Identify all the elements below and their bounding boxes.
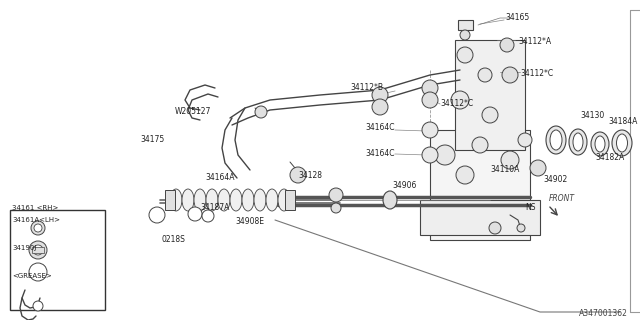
Circle shape <box>29 263 47 281</box>
Circle shape <box>31 221 45 235</box>
Text: 34902: 34902 <box>543 175 567 185</box>
Circle shape <box>149 207 165 223</box>
Text: 34130: 34130 <box>580 110 604 119</box>
Circle shape <box>372 87 388 103</box>
Circle shape <box>329 188 343 202</box>
Text: 34906: 34906 <box>392 180 417 189</box>
Text: 34175: 34175 <box>140 135 164 145</box>
Text: 34112*A: 34112*A <box>518 37 551 46</box>
Ellipse shape <box>591 132 609 156</box>
Bar <box>285 190 295 210</box>
Ellipse shape <box>266 189 278 211</box>
Circle shape <box>422 80 438 96</box>
Bar <box>455 40 525 150</box>
Text: A347001362: A347001362 <box>579 309 628 318</box>
Circle shape <box>29 241 47 259</box>
Circle shape <box>517 224 525 232</box>
Text: 34110A: 34110A <box>490 165 520 174</box>
Text: W205127: W205127 <box>175 108 211 116</box>
Bar <box>165 190 175 210</box>
Circle shape <box>188 207 202 221</box>
Circle shape <box>456 166 474 184</box>
Text: 34190J: 34190J <box>12 245 36 251</box>
Circle shape <box>501 151 519 169</box>
Ellipse shape <box>550 130 562 150</box>
Bar <box>10 210 105 310</box>
Circle shape <box>255 106 267 118</box>
Ellipse shape <box>242 189 254 211</box>
Circle shape <box>482 107 498 123</box>
Circle shape <box>502 67 518 83</box>
Text: 34112*C: 34112*C <box>440 99 473 108</box>
Bar <box>420 200 540 235</box>
Circle shape <box>33 245 43 255</box>
Ellipse shape <box>182 189 194 211</box>
Text: 34112*B: 34112*B <box>350 84 383 92</box>
Ellipse shape <box>218 189 230 211</box>
Ellipse shape <box>230 189 242 211</box>
Text: <GREASE>: <GREASE> <box>12 273 52 279</box>
Text: 34112*C: 34112*C <box>520 68 553 77</box>
Ellipse shape <box>573 133 583 151</box>
Circle shape <box>472 137 488 153</box>
Ellipse shape <box>254 189 266 211</box>
Circle shape <box>460 30 470 40</box>
Ellipse shape <box>206 189 218 211</box>
Text: 34908E: 34908E <box>235 218 264 227</box>
Ellipse shape <box>612 130 632 156</box>
Ellipse shape <box>569 129 587 155</box>
Circle shape <box>435 145 455 165</box>
Circle shape <box>372 99 388 115</box>
Ellipse shape <box>383 191 397 209</box>
Circle shape <box>202 210 214 222</box>
Text: 34165: 34165 <box>505 13 529 22</box>
Circle shape <box>33 301 43 311</box>
Text: 34187A: 34187A <box>200 203 229 212</box>
Text: FRONT: FRONT <box>549 194 575 203</box>
Text: 34182A: 34182A <box>595 154 624 163</box>
Bar <box>32 247 44 253</box>
Circle shape <box>530 160 546 176</box>
Circle shape <box>518 133 532 147</box>
Text: 34161 <RH>: 34161 <RH> <box>12 205 58 211</box>
Ellipse shape <box>595 136 605 152</box>
Text: 34161A<LH>: 34161A<LH> <box>12 217 60 223</box>
Circle shape <box>290 167 306 183</box>
Circle shape <box>422 122 438 138</box>
Text: NS: NS <box>525 204 536 212</box>
Circle shape <box>34 224 42 232</box>
Bar <box>430 130 530 240</box>
Circle shape <box>451 91 469 109</box>
Ellipse shape <box>170 189 182 211</box>
Ellipse shape <box>616 134 627 152</box>
Ellipse shape <box>278 189 290 211</box>
Ellipse shape <box>194 189 206 211</box>
Text: 34164C: 34164C <box>365 148 395 157</box>
Circle shape <box>489 222 501 234</box>
Ellipse shape <box>546 126 566 154</box>
Bar <box>458 20 473 30</box>
Circle shape <box>478 68 492 82</box>
Circle shape <box>331 203 341 213</box>
Circle shape <box>457 47 473 63</box>
Text: 34164C: 34164C <box>365 124 395 132</box>
Circle shape <box>500 38 514 52</box>
Text: 34184A: 34184A <box>608 117 637 126</box>
Circle shape <box>422 147 438 163</box>
Circle shape <box>422 92 438 108</box>
Text: 0218S: 0218S <box>162 236 186 244</box>
Text: 34128: 34128 <box>298 171 322 180</box>
Text: 34164A: 34164A <box>205 173 234 182</box>
